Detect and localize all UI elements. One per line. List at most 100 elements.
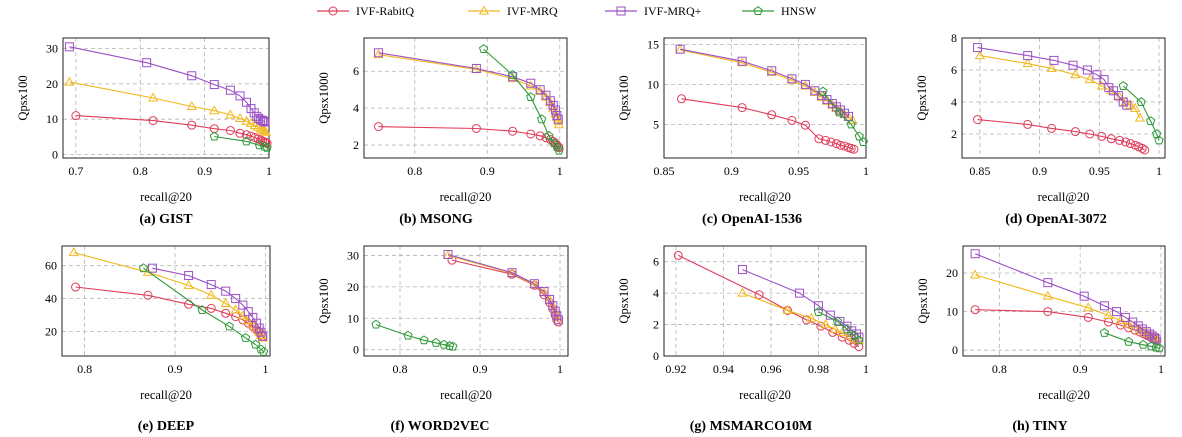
- plot-frame: [61, 245, 271, 357]
- data-point: [419, 335, 429, 345]
- data-point: [550, 306, 560, 316]
- data-point: [230, 304, 241, 314]
- data-point: [508, 126, 518, 136]
- data-point: [529, 279, 539, 289]
- x-tick-label: 0.8: [407, 164, 422, 178]
- legend-label: IVF-MRQ: [507, 4, 558, 18]
- series-ivf-mrq: [674, 44, 858, 124]
- x-axis-label: recall@20: [1038, 388, 1090, 402]
- data-point: [256, 115, 266, 125]
- y-tick-label: 10: [946, 305, 958, 319]
- data-point: [787, 74, 797, 84]
- panel-title: (b) MSONG: [399, 212, 473, 227]
- plot-frame: [363, 245, 569, 357]
- data-point: [187, 120, 197, 130]
- data-point: [1099, 327, 1110, 337]
- data-point: [1123, 336, 1134, 346]
- data-point: [553, 119, 565, 129]
- y-tick-label: 0: [952, 343, 958, 357]
- data-point: [220, 297, 231, 307]
- data-point: [813, 307, 824, 316]
- series-hnsw: [1118, 81, 1164, 145]
- data-point: [241, 115, 252, 125]
- data-point: [767, 66, 777, 76]
- data-point: [737, 287, 748, 297]
- data-point: [813, 301, 823, 311]
- data-point: [1138, 339, 1148, 349]
- data-point: [835, 140, 845, 150]
- data-point: [553, 315, 563, 325]
- panel-title: (g) MSMARCO10M: [690, 419, 812, 434]
- data-point: [68, 247, 79, 257]
- data-point: [782, 304, 793, 314]
- data-point: [544, 130, 554, 140]
- legend-marker: [753, 6, 763, 15]
- data-point: [143, 290, 153, 300]
- data-point: [737, 265, 747, 275]
- data-point: [675, 44, 685, 54]
- y-tick-label: 20: [946, 266, 958, 280]
- y-tick-label: 8: [951, 31, 957, 45]
- data-point: [1120, 312, 1130, 322]
- data-point: [842, 324, 852, 334]
- y-tick-label: 20: [46, 77, 58, 91]
- series-hnsw: [813, 307, 864, 345]
- data-point: [1049, 55, 1059, 65]
- data-point: [973, 115, 983, 125]
- data-point: [1082, 65, 1092, 75]
- x-tick-label: 0.9: [1032, 164, 1047, 178]
- data-point: [443, 249, 453, 259]
- data-point: [241, 97, 251, 107]
- data-point: [1118, 81, 1128, 90]
- series-hnsw: [818, 86, 868, 146]
- data-point: [221, 308, 231, 318]
- data-point: [71, 111, 81, 121]
- series-ivf-mrq: [373, 49, 565, 129]
- data-point: [1046, 62, 1057, 72]
- legend-label: IVF-MRQ+: [644, 4, 702, 18]
- data-point: [1129, 102, 1141, 112]
- y-tick-label: 0: [353, 343, 359, 357]
- data-point: [969, 269, 981, 279]
- series-line: [214, 135, 268, 149]
- series-line: [678, 254, 860, 348]
- panel-title: (d) OpenAI-3072: [1005, 212, 1107, 227]
- panel-4: 0.8 0.9 1 20 40 60 recall@20 (e) DEEP: [45, 245, 271, 434]
- data-point: [252, 121, 264, 131]
- data-point: [550, 105, 560, 115]
- series-line: [447, 253, 559, 321]
- data-point: [545, 294, 555, 304]
- data-point: [508, 72, 518, 82]
- x-axis-label: recall@20: [440, 388, 492, 402]
- data-point: [234, 112, 246, 122]
- series-hnsw: [478, 44, 564, 155]
- data-point: [535, 131, 545, 141]
- data-point: [235, 91, 245, 101]
- legend-label: IVF-RabitQ: [356, 4, 414, 18]
- data-point: [225, 85, 235, 95]
- panel-title: (h) TINY: [1012, 419, 1067, 434]
- series-ivf-mrq-: [675, 44, 853, 121]
- panel-6: 0.92 0.94 0.96 0.98 1 0 2 4 6 recall@20 Qpsx100 (g)…: [617, 245, 869, 434]
- series-line: [680, 49, 853, 121]
- y-tick-label: 4: [353, 101, 359, 115]
- y-tick-label: 40: [45, 292, 57, 306]
- data-point: [794, 288, 804, 298]
- plot-frame: [961, 37, 1166, 159]
- data-point: [1116, 320, 1126, 330]
- series-ivf-mrq-: [374, 48, 563, 124]
- data-point: [197, 305, 207, 315]
- data-point: [839, 141, 849, 151]
- series-line: [742, 269, 860, 338]
- x-axis-label: recall@20: [1038, 190, 1090, 204]
- data-point: [243, 307, 253, 317]
- y-tick-label: 2: [353, 138, 359, 152]
- data-point: [235, 128, 245, 138]
- data-point: [259, 116, 269, 126]
- data-point: [843, 111, 853, 121]
- data-point: [258, 116, 268, 126]
- data-point: [1106, 134, 1116, 144]
- y-axis-label: Qpsx100: [617, 278, 631, 323]
